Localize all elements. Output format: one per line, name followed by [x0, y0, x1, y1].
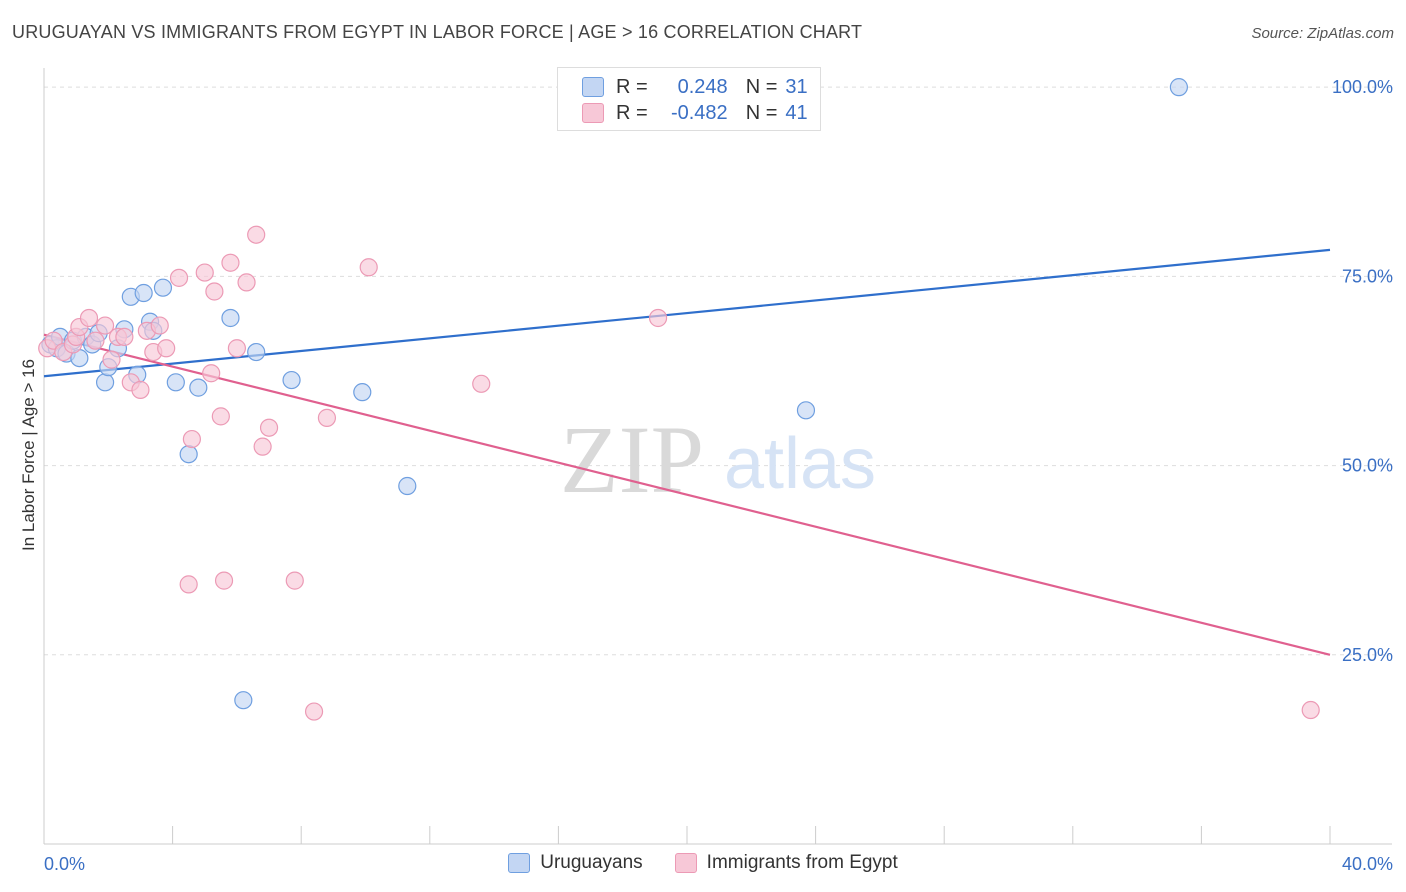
- data-point-egypt: [317, 408, 337, 427]
- data-point-egypt: [253, 437, 272, 456]
- data-point-egypt: [214, 571, 234, 590]
- data-point-uruguayans: [166, 373, 185, 392]
- data-point-uruguayans: [221, 308, 240, 328]
- legend-label-egypt: Immigrants from Egypt: [706, 852, 898, 873]
- data-point-egypt: [247, 225, 266, 244]
- data-points: [38, 78, 1320, 721]
- data-point-egypt: [304, 702, 324, 721]
- x-tick-labels: 0.0% 40.0%: [44, 854, 1393, 874]
- data-point-uruguayans: [398, 476, 417, 496]
- x-tick-label: 40.0%: [1342, 854, 1393, 874]
- y-tick-label: 25.0%: [1342, 645, 1393, 665]
- correlation-legend: R = 0.248 N = 31 R = -0.482 N = 41: [557, 67, 821, 131]
- data-point-egypt: [169, 268, 189, 287]
- source-label: Source: ZipAtlas.com: [1251, 25, 1394, 42]
- data-point-uruguayans: [282, 370, 301, 390]
- chart-title: URUGUAYAN VS IMMIGRANTS FROM EGYPT IN LA…: [12, 22, 863, 42]
- blue-swatch: [508, 853, 531, 873]
- legend-row-uruguayans: R = 0.248 N = 31: [582, 74, 808, 100]
- data-point-egypt: [86, 331, 105, 350]
- legend-item-uruguayans: Uruguayans: [508, 852, 643, 874]
- grid-lines: [44, 86, 1392, 656]
- y-tick-label: 50.0%: [1342, 456, 1393, 476]
- data-point-egypt: [131, 380, 150, 399]
- data-point-egypt: [472, 374, 491, 393]
- data-point-uruguayans: [353, 383, 372, 402]
- data-point-egypt: [211, 407, 230, 426]
- data-point-egypt: [221, 253, 240, 272]
- data-point-egypt: [648, 308, 668, 328]
- watermark-zip: ZIP: [560, 406, 704, 513]
- data-point-egypt: [157, 339, 176, 358]
- data-point-egypt: [359, 258, 378, 277]
- data-point-egypt: [227, 339, 246, 358]
- series-legend: Uruguayans Immigrants from Egypt: [0, 852, 1406, 874]
- data-point-egypt: [150, 316, 169, 335]
- data-point-egypt: [195, 263, 214, 282]
- data-point-uruguayans: [234, 691, 253, 710]
- n-value: 41: [785, 101, 808, 124]
- legend-label-uruguayans: Uruguayans: [540, 852, 643, 873]
- data-point-uruguayans: [189, 378, 208, 397]
- n-label: N =: [745, 101, 778, 124]
- data-point-uruguayans: [247, 342, 266, 362]
- data-point-uruguayans: [796, 401, 816, 420]
- data-point-egypt: [79, 308, 99, 328]
- n-value: 31: [785, 75, 808, 98]
- legend-item-egypt: Immigrants from Egypt: [674, 852, 898, 874]
- data-point-uruguayans: [179, 445, 198, 464]
- data-point-egypt: [95, 316, 115, 335]
- data-point-uruguayans: [134, 283, 153, 303]
- data-point-uruguayans: [95, 373, 115, 392]
- y-tick-label: 100.0%: [1332, 77, 1393, 97]
- pink-swatch: [674, 853, 697, 873]
- data-point-egypt: [202, 364, 221, 383]
- watermark-atlas: atlas: [724, 424, 876, 504]
- data-point-egypt: [285, 571, 304, 590]
- x-tick-label: 0.0%: [44, 854, 85, 874]
- data-point-uruguayans: [1169, 78, 1188, 97]
- r-label: R =: [616, 75, 648, 98]
- data-point-uruguayans: [153, 278, 173, 297]
- data-point-egypt: [102, 350, 121, 369]
- data-point-egypt: [115, 327, 134, 347]
- data-point-egypt: [179, 575, 198, 594]
- pink-swatch: [582, 103, 604, 123]
- r-label: R =: [616, 101, 648, 124]
- y-tick-label: 75.0%: [1342, 266, 1393, 286]
- y-axis-label: In Labor Force | Age > 16: [19, 359, 38, 551]
- data-point-egypt: [182, 429, 201, 449]
- r-value: -0.482: [670, 101, 728, 124]
- trend-line-egypt: [43, 333, 1331, 656]
- blue-swatch: [582, 77, 604, 97]
- legend-row-egypt: R = -0.482 N = 41: [582, 100, 808, 126]
- r-value: 0.248: [677, 75, 728, 98]
- y-tick-labels: 25.0% 50.0% 75.0% 100.0%: [1332, 77, 1393, 665]
- data-point-egypt: [259, 418, 279, 437]
- data-point-egypt: [205, 282, 224, 301]
- data-point-egypt: [1301, 700, 1320, 720]
- n-label: N =: [745, 75, 778, 98]
- data-point-egypt: [237, 273, 256, 292]
- axes: [43, 68, 1392, 845]
